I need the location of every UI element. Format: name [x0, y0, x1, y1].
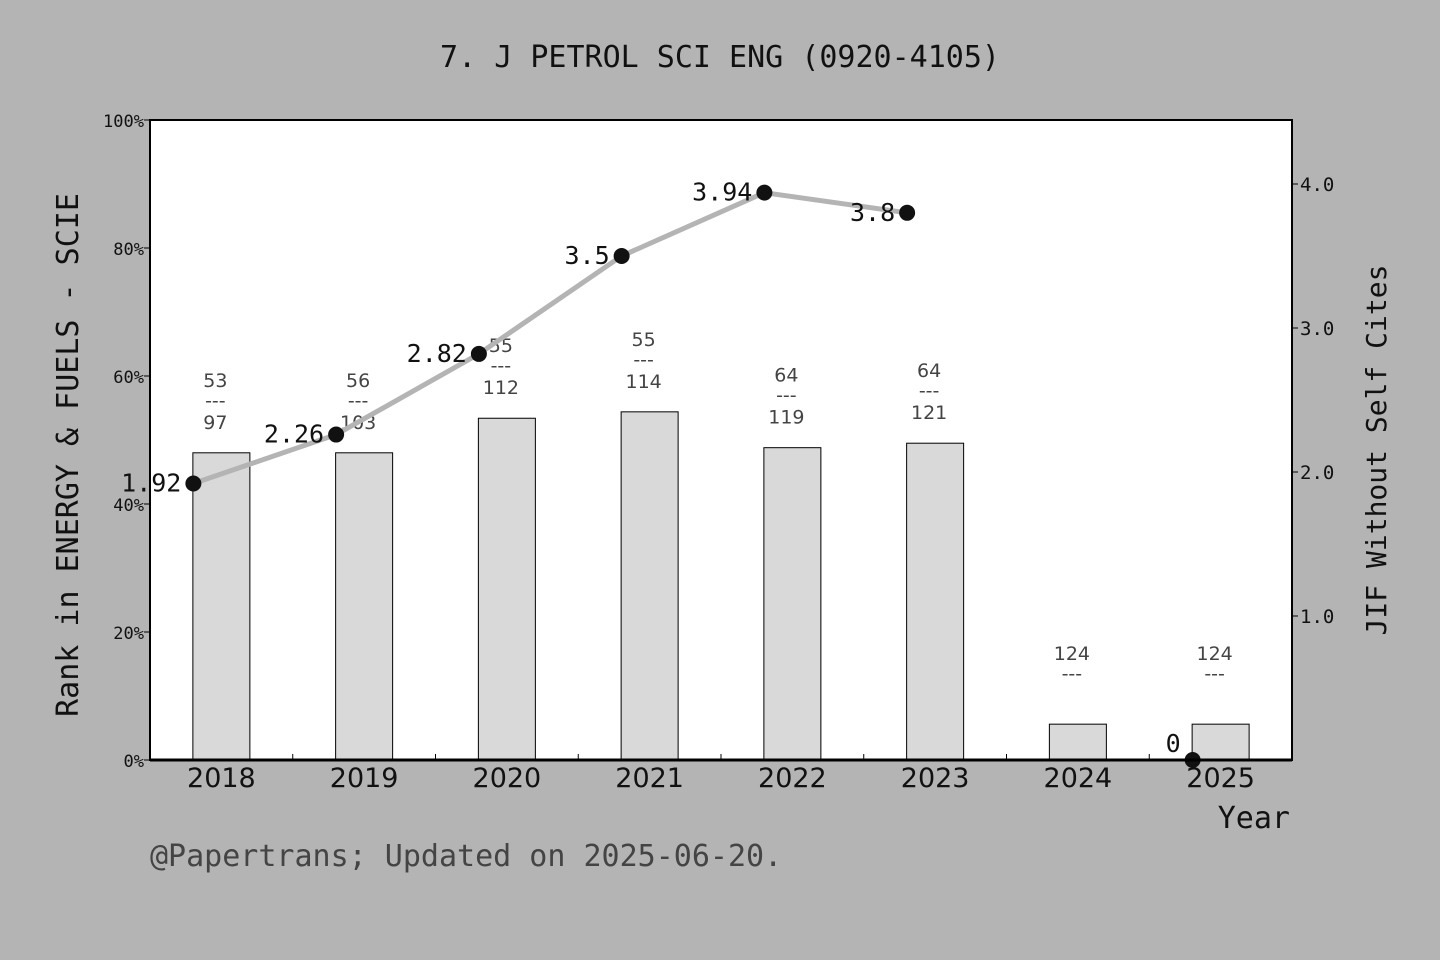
rank-label-divider: --- — [919, 380, 940, 402]
rank-label-top: 124 — [1054, 643, 1090, 665]
rank-label-bottom: 97 — [203, 412, 227, 434]
rank-label-bottom: 112 — [483, 377, 519, 399]
rank-label-divider: --- — [491, 355, 512, 377]
jif-point-2020 — [470, 345, 487, 362]
jif-point-2021 — [613, 248, 630, 264]
line-layer: 1.92 2.26 2.82 3.5 3.94 3.8 0 — [121, 178, 1201, 768]
rank-label-divider: --- — [205, 390, 226, 412]
x-tick-label: 2019 — [330, 763, 399, 794]
x-tick-label: 2023 — [901, 763, 970, 794]
bar-2019 — [335, 452, 394, 761]
jif-point-2022 — [756, 184, 773, 201]
rank-label-top: 124 — [1196, 643, 1232, 665]
rank-label-bottom: 119 — [768, 407, 804, 429]
rank-label-divider: --- — [1062, 663, 1083, 685]
rank-label-bottom: 114 — [625, 371, 661, 393]
y-right-tick-label: 1.0 — [1300, 606, 1334, 628]
jif-value-label: 2.26 — [264, 420, 324, 449]
bar-2022 — [763, 447, 822, 761]
x-axis-label: Year — [1218, 801, 1290, 836]
axes-layer: 2018 2019 2020 2021 2022 2023 2024 2025 0% 20% 40%… — [103, 112, 1334, 794]
x-tick-label: 2021 — [615, 763, 684, 794]
rank-label-top: 64 — [774, 365, 798, 387]
jif-value-label: 2.82 — [407, 339, 467, 368]
rank-label-top: 53 — [203, 370, 227, 392]
bar-2020 — [477, 417, 536, 761]
jif-value-label: 3.8 — [850, 198, 895, 227]
y-left-tick-label: 100% — [103, 112, 144, 132]
y-left-tick-label: 60% — [113, 368, 144, 388]
jif-value-label: 3.5 — [564, 241, 609, 270]
rank-label-top: 56 — [346, 370, 370, 392]
x-tick-label: 2018 — [187, 763, 256, 794]
rank-label-divider: --- — [776, 385, 797, 407]
jif-value-label: 1.92 — [121, 469, 181, 498]
bar-2024 — [1048, 723, 1107, 761]
rank-label-divider: --- — [1204, 663, 1225, 685]
x-tick-label: 2025 — [1186, 763, 1255, 794]
bar-2025 — [1191, 723, 1250, 761]
rank-label-top: 64 — [917, 360, 941, 382]
footer-note: @Papertrans; Updated on 2025-06-20. — [150, 839, 782, 874]
x-tick-label: 2024 — [1044, 763, 1113, 794]
y-right-tick-label: 2.0 — [1300, 462, 1334, 484]
y-left-tick-label: 20% — [113, 624, 144, 644]
jif-point-2019 — [328, 426, 345, 443]
y-right-tick-label: 3.0 — [1300, 318, 1334, 340]
rank-label-top: 55 — [632, 329, 656, 351]
rank-label-bottom: 121 — [911, 402, 947, 424]
chart-title: 7. J PETROL SCI ENG (0920-4105) — [440, 40, 1000, 75]
jif-line — [192, 190, 908, 486]
x-tick-label: 2022 — [758, 763, 827, 794]
y-axis-left-label: Rank in ENERGY & FUELS - SCIE — [51, 193, 86, 717]
jif-point-2018 — [185, 475, 202, 492]
rank-label-divider: --- — [633, 349, 654, 371]
bar-2023 — [906, 442, 965, 761]
y-right-tick-label: 4.0 — [1300, 174, 1334, 196]
y-left-tick-label: 80% — [113, 240, 144, 260]
rank-label-divider: --- — [348, 390, 369, 412]
y-left-tick-label: 0% — [124, 752, 144, 772]
jif-value-label: 0 — [1166, 729, 1181, 758]
x-tick-label: 2020 — [473, 763, 542, 794]
y-axis-right-label: JIF Without Self Cites — [1360, 265, 1393, 636]
bar-2021 — [620, 411, 679, 761]
bar-2018 — [192, 452, 251, 761]
jif-point-2023 — [899, 204, 916, 221]
y-left-tick-label: 40% — [113, 496, 144, 516]
jif-value-label: 3.94 — [692, 178, 752, 207]
